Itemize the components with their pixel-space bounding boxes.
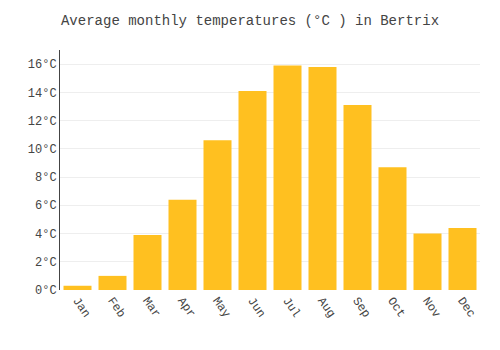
- svg-text:6°C: 6°C: [35, 199, 57, 213]
- svg-text:May: May: [209, 295, 233, 321]
- svg-text:0°C: 0°C: [35, 284, 57, 298]
- svg-text:Jan: Jan: [69, 295, 93, 321]
- svg-text:14°C: 14°C: [28, 87, 57, 101]
- svg-text:12°C: 12°C: [28, 115, 57, 129]
- svg-text:10°C: 10°C: [28, 143, 57, 157]
- svg-text:4°C: 4°C: [35, 228, 57, 242]
- svg-text:Oct: Oct: [384, 295, 408, 321]
- svg-text:Dec: Dec: [454, 295, 478, 321]
- svg-text:Average monthly temperatures (: Average monthly temperatures (°C ) in Be…: [61, 13, 439, 29]
- svg-text:Jul: Jul: [279, 295, 303, 321]
- svg-text:Mar: Mar: [139, 295, 163, 321]
- svg-text:Nov: Nov: [419, 295, 443, 321]
- svg-text:2°C: 2°C: [35, 256, 57, 270]
- svg-text:Jun: Jun: [244, 295, 268, 321]
- svg-text:Feb: Feb: [104, 295, 128, 321]
- svg-text:8°C: 8°C: [35, 171, 57, 185]
- svg-text:16°C: 16°C: [28, 58, 57, 72]
- svg-text:Aug: Aug: [314, 295, 338, 321]
- svg-text:Sep: Sep: [349, 295, 373, 321]
- svg-text:Apr: Apr: [174, 295, 198, 321]
